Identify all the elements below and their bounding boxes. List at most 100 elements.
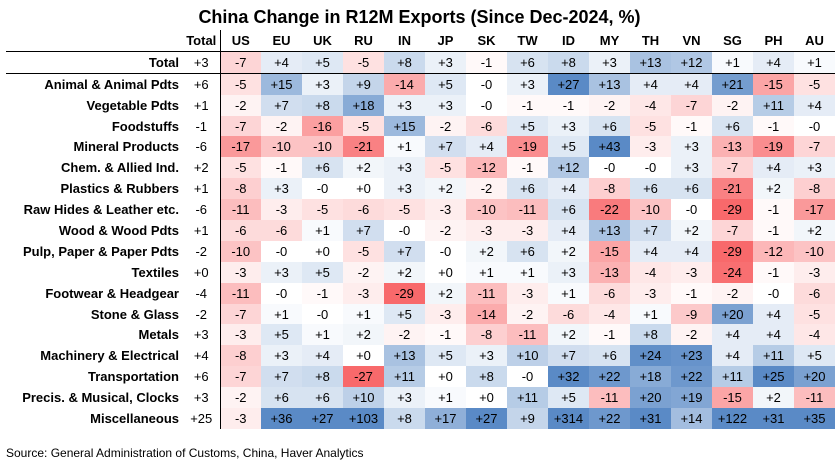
- heatmap-cell: -11: [589, 387, 630, 409]
- heatmap-cell: +4: [548, 178, 589, 200]
- heatmap-cell: -15: [589, 240, 630, 262]
- row-label: Animal & Animal Pdts: [44, 76, 179, 92]
- heatmap-cell: +23: [671, 345, 712, 367]
- heatmap-cell: -2: [425, 115, 466, 137]
- table-row: Foodstuffs -1 -7 -2 -16 -5 +15 -2 -6 +5 +3 +6 -5 -1 +6…: [6, 115, 835, 137]
- heatmap-cell: +3: [183, 51, 221, 74]
- heatmap-cell: -6: [343, 199, 384, 221]
- heatmap-cell: -13: [712, 136, 753, 158]
- heatmap-cell: +1: [343, 303, 384, 325]
- row-label: Miscellaneous: [90, 410, 179, 426]
- heatmap-cell: -1: [261, 157, 302, 179]
- heatmap-cell: -2: [425, 220, 466, 241]
- heatmap-cell: +1: [630, 303, 671, 325]
- heatmap-cell: -1: [302, 282, 343, 304]
- heatmap-cell: -7: [712, 220, 753, 241]
- heatmap-cell: -3: [220, 408, 261, 429]
- heatmap-cell: -5: [220, 157, 261, 179]
- heatmap-cell: -1: [753, 199, 794, 221]
- table-row: Wood & Wood Pdts +1 -6 -6 +1 +7 -0 -2 -3 -3 +4 +13 +…: [6, 220, 835, 241]
- heatmap-cell: +11: [753, 345, 794, 367]
- heatmap-cell: +6: [183, 73, 221, 95]
- heatmap-cell: -0: [794, 115, 835, 137]
- heatmap-cell: -3: [343, 282, 384, 304]
- heatmap-cell: +5: [548, 136, 589, 158]
- heatmap-cell: +6: [589, 115, 630, 137]
- heatmap-cell: -29: [384, 282, 425, 304]
- heatmap-cell: -0: [302, 303, 343, 325]
- heatmap-cell: +0: [466, 387, 507, 409]
- heatmap-cell: -14: [384, 73, 425, 95]
- heatmap-cell: -0: [466, 94, 507, 116]
- row-label: Plastics & Rubbers: [60, 181, 180, 197]
- heatmap-cell: -8: [794, 178, 835, 200]
- table-row: Raw Hides & Leather etc. -6 -11 -3 -5 -6 -5 -3-…: [6, 199, 835, 221]
- column-header-sk: SK: [466, 30, 507, 52]
- heatmap-cell: -3: [630, 282, 671, 304]
- heatmap-cell: +7: [261, 94, 302, 116]
- heatmap-cell: -2: [712, 94, 753, 116]
- heatmap-cell: +25: [753, 366, 794, 388]
- heatmap-cell: +4: [630, 240, 671, 262]
- heatmap-cell: -0: [507, 366, 548, 388]
- heatmap-cell: -4: [794, 324, 835, 346]
- heatmap-cell: -1: [183, 115, 221, 137]
- heatmap-cell: -11: [794, 387, 835, 409]
- heatmap-cell: -1: [548, 94, 589, 116]
- heatmap-cell: -3: [507, 220, 548, 241]
- heatmap-cell: -13: [589, 261, 630, 283]
- heatmap-cell: +4: [548, 220, 589, 241]
- heatmap-cell: +3: [671, 136, 712, 158]
- heatmap-cell: +6: [507, 178, 548, 200]
- heatmap-cell: -3: [261, 199, 302, 221]
- heatmap-cell: +13: [589, 220, 630, 241]
- heatmap-cell: -3: [507, 282, 548, 304]
- heatmap-cell: +7: [261, 366, 302, 388]
- column-header-my: MY: [589, 30, 630, 52]
- heatmap-cell: +0: [343, 178, 384, 200]
- chart-title: China Change in R12M Exports (Since Dec-…: [198, 7, 641, 27]
- heatmap-cell: +17: [425, 408, 466, 429]
- heatmap-cell: -10: [794, 240, 835, 262]
- heatmap-cell: +2: [384, 261, 425, 283]
- heatmap-cell: -16: [302, 115, 343, 137]
- row-label: Metals: [138, 327, 179, 343]
- heatmap-cell: +7: [425, 136, 466, 158]
- column-header-uk: UK: [302, 30, 343, 52]
- table-row: Total +3 -7 +4 +5 -5 +8 +3 -1 +6 +8 +3 +13 +12 +1 +4 +1: [6, 51, 835, 74]
- heatmap-cell: -29: [712, 240, 753, 262]
- heatmap-cell: +13: [384, 345, 425, 367]
- heatmap-cell: -6: [261, 220, 302, 241]
- heatmap-cell: +8: [384, 51, 425, 74]
- heatmap-cell: +4: [671, 240, 712, 262]
- heatmap-cell: +1: [794, 51, 835, 74]
- heatmap-cell: +3: [384, 178, 425, 200]
- heatmap-cell: -0: [425, 240, 466, 262]
- heatmap-cell: +6: [630, 178, 671, 200]
- heatmap-cell: -2: [384, 324, 425, 346]
- row-label: Wood & Wood Pdts: [58, 222, 179, 238]
- column-header-id: ID: [548, 30, 589, 52]
- heatmap-cell: -3: [794, 261, 835, 283]
- heatmap-cell: -5: [343, 51, 384, 74]
- heatmap-cell: -11: [507, 324, 548, 346]
- heatmap-cell: -2: [220, 94, 261, 116]
- heatmap-cell: +3: [794, 157, 835, 179]
- heatmap-cell: +15: [261, 73, 302, 95]
- heatmap-cell: +6: [183, 366, 221, 388]
- heatmap-cell: +5: [302, 261, 343, 283]
- heatmap-cell: +5: [548, 387, 589, 409]
- heatmap-cell: -5: [794, 303, 835, 325]
- heatmap-cell: +10: [507, 345, 548, 367]
- heatmap-cell: -5: [630, 115, 671, 137]
- heatmap-cell: +3: [261, 178, 302, 200]
- heatmap-cell: +2: [753, 387, 794, 409]
- heatmap-cell: +4: [753, 51, 794, 74]
- heatmap-cell: -2: [589, 94, 630, 116]
- table-row: Chem. & Allied Ind. +2 -5 -1 +6 +2 +3 -5 -12 -1 +1…: [6, 157, 835, 179]
- heatmap-cell: +12: [548, 157, 589, 179]
- heatmap-cell: -2: [261, 115, 302, 137]
- heatmap-cell: -0: [589, 157, 630, 179]
- heatmap-cell: -6: [794, 282, 835, 304]
- source-note: Source: General Administration of Custom…: [6, 446, 364, 460]
